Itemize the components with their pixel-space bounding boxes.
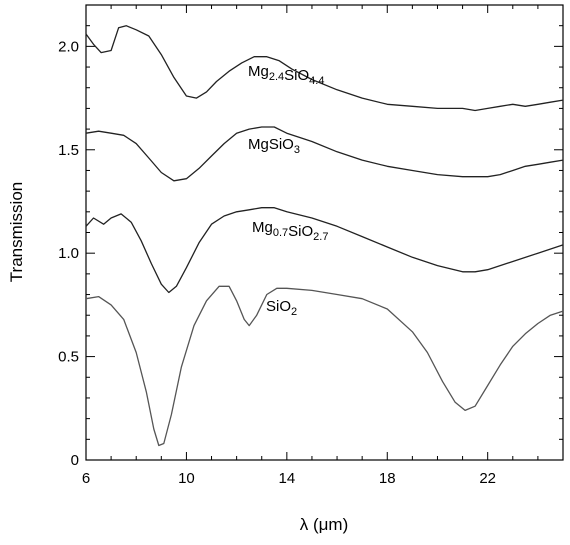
x-tick-label: 14 bbox=[278, 470, 295, 487]
x-tick-label: 10 bbox=[178, 470, 195, 487]
series-label-part: 2 bbox=[291, 306, 297, 318]
x-axis-title: λ (μm) bbox=[300, 515, 349, 534]
series-label-part: Mg bbox=[252, 219, 273, 236]
series-label-0: Mg2.4SiO4.4 bbox=[248, 63, 324, 87]
series-line-1 bbox=[85, 126, 564, 182]
series-label-part: SiO bbox=[284, 67, 309, 84]
series-label-part: Mg bbox=[248, 63, 269, 80]
y-tick-label: 2.0 bbox=[58, 38, 79, 55]
x-tick-label: 18 bbox=[379, 470, 396, 487]
series-label-3: SiO2 bbox=[266, 298, 297, 318]
series-layer bbox=[85, 25, 564, 447]
series-label-1: MgSiO3 bbox=[248, 136, 300, 156]
x-tick-label: 6 bbox=[82, 470, 90, 487]
series-label-part: 3 bbox=[294, 144, 300, 156]
series-line-0 bbox=[85, 25, 564, 112]
series-label-part: 2.4 bbox=[269, 71, 284, 83]
series-line-3 bbox=[85, 285, 564, 447]
y-tick-label: 0 bbox=[71, 452, 79, 469]
series-label-2: Mg0.7SiO2.7 bbox=[252, 219, 328, 243]
y-tick-label: 0.5 bbox=[58, 349, 79, 366]
axis-ticks: 6 10 14 18 22 0 0.5 1.0 1.5 2.0 bbox=[58, 5, 564, 487]
series-label-part: 4.4 bbox=[309, 75, 324, 87]
series-label-part: 2.7 bbox=[313, 231, 328, 243]
series-label-part: SiO bbox=[266, 298, 291, 315]
y-tick-label: 1.5 bbox=[58, 142, 79, 159]
series-line-2 bbox=[85, 207, 564, 294]
series-label-part: SiO bbox=[288, 223, 313, 240]
series-label-part: 0.7 bbox=[273, 227, 288, 239]
y-axis-title: Transmission bbox=[7, 182, 26, 282]
y-tick-label: 1.0 bbox=[58, 245, 79, 262]
series-label-part: MgSiO bbox=[248, 136, 294, 153]
x-tick-label: 22 bbox=[479, 470, 496, 487]
